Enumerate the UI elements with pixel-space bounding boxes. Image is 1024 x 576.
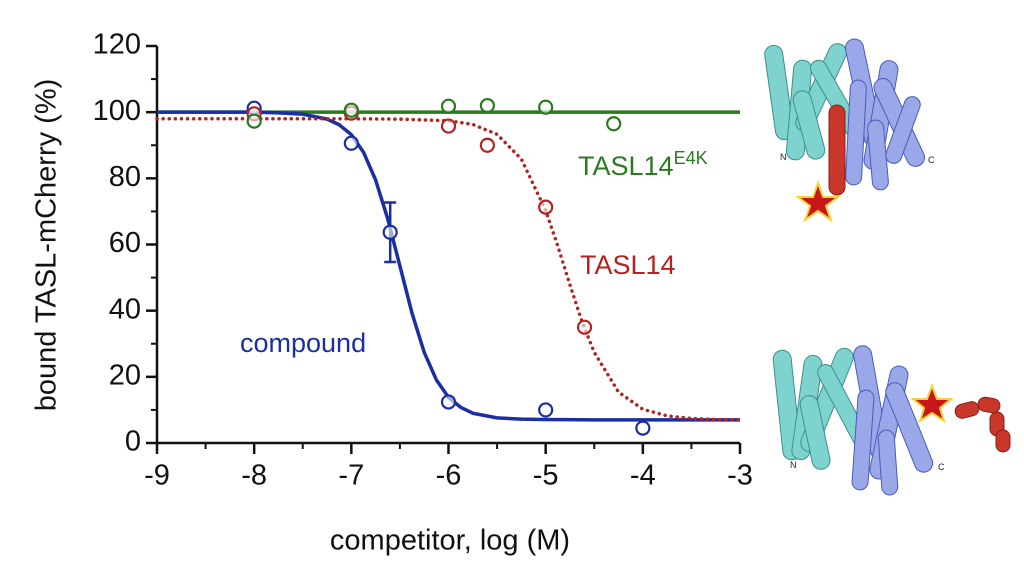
series-label: TASL14E4K	[578, 148, 708, 181]
data-point	[382, 224, 398, 240]
series-label-name: TASL14	[578, 151, 674, 181]
x-tick-label: -4	[630, 460, 656, 492]
y-tick-label: 60	[109, 227, 141, 259]
data-point	[538, 402, 554, 418]
protein-displaced-illustration: N C	[772, 345, 1011, 496]
x-tick-label: -6	[436, 460, 462, 492]
y-tick-label: 80	[109, 161, 141, 193]
data-point	[246, 113, 262, 129]
x-tick-label: -8	[241, 460, 267, 492]
y-tick-label: 120	[93, 29, 141, 61]
data-point	[606, 116, 622, 132]
svg-text:N: N	[780, 152, 787, 162]
data-point	[635, 420, 651, 436]
series-label-name: compound	[240, 328, 366, 358]
x-tick-label: -7	[338, 460, 364, 492]
fit-curve	[157, 110, 740, 422]
data-point	[538, 99, 554, 115]
series-label: compound	[240, 328, 366, 358]
series-label: TASL14	[580, 250, 676, 280]
x-axis-title: competitor, log (M)	[330, 525, 570, 557]
data-point	[343, 102, 359, 118]
data-point	[479, 97, 495, 114]
y-tick-label: 100	[93, 95, 141, 127]
data-point	[576, 319, 593, 335]
y-tick-label: 20	[109, 359, 141, 391]
protein-bound-illustration: N C	[764, 38, 935, 223]
data-point	[538, 199, 554, 215]
data-point	[440, 394, 457, 410]
y-axis-title: bound TASL-mCherry (%)	[31, 79, 63, 412]
x-tick-label: -9	[144, 460, 170, 492]
data-point	[440, 118, 457, 134]
svg-text:C: C	[928, 155, 935, 165]
series-label-superscript: E4K	[674, 148, 708, 168]
y-tick-label: 0	[125, 426, 141, 458]
x-tick-label: -3	[727, 460, 753, 492]
data-point	[343, 135, 359, 151]
x-tick-label: -5	[533, 460, 559, 492]
y-tick-label: 40	[109, 293, 141, 325]
svg-text:C: C	[938, 462, 945, 472]
series-label-name: TASL14	[580, 250, 676, 280]
data-point	[440, 98, 457, 114]
data-point	[479, 137, 495, 153]
svg-text:N: N	[790, 460, 797, 470]
